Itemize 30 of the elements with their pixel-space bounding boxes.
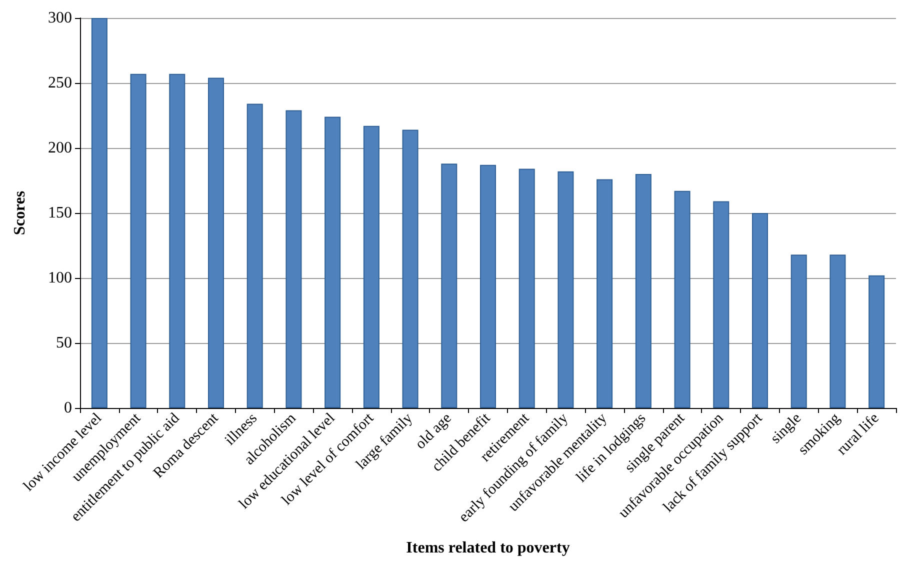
- bar: [130, 74, 146, 408]
- y-tick-label: 200: [48, 140, 72, 156]
- bar: [480, 164, 496, 408]
- bar: [830, 254, 846, 408]
- bar: [441, 164, 458, 408]
- bar: [169, 74, 186, 408]
- bar: [286, 110, 302, 408]
- bar: [596, 179, 613, 408]
- bar: [363, 126, 380, 408]
- bar: [402, 130, 418, 408]
- y-tick-label: 50: [56, 334, 72, 352]
- x-axis-title: Items related to poverty: [406, 540, 570, 556]
- bar: [91, 18, 108, 408]
- y-tick-label: 100: [48, 270, 72, 286]
- y-tick-label: 300: [48, 10, 72, 26]
- bar: [790, 254, 807, 408]
- bar: [674, 190, 690, 408]
- bar: [518, 168, 535, 408]
- bar: [558, 171, 574, 408]
- y-tick-label: 250: [48, 74, 72, 92]
- y-tick-label: 0: [64, 400, 72, 416]
- bar: [208, 78, 224, 408]
- bar: [752, 213, 768, 408]
- bar: [246, 104, 263, 408]
- bar: [635, 174, 652, 408]
- bar: [713, 201, 730, 408]
- bar: [868, 275, 885, 408]
- bar: [324, 116, 341, 408]
- y-axis-title: Scores: [12, 190, 28, 236]
- y-tick-label: 150: [48, 204, 72, 222]
